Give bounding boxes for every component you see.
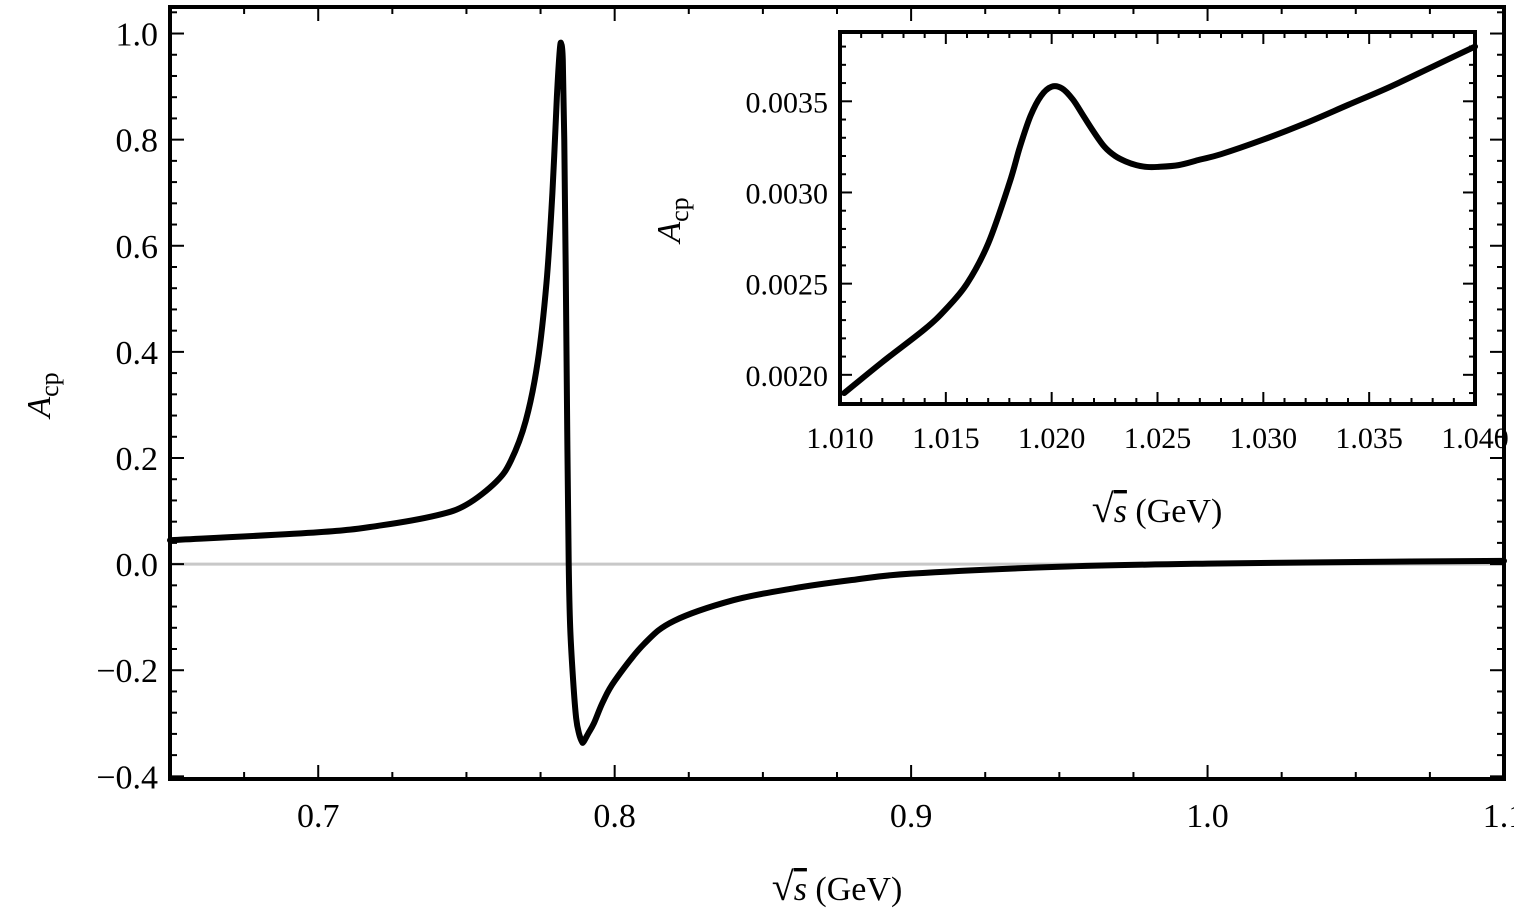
x-tick-label: 1.010: [806, 422, 874, 455]
inset-y-axis-main: A: [651, 222, 688, 245]
y-tick-label: −0.2: [96, 653, 158, 690]
inset-x-axis-radical: √: [1092, 486, 1114, 531]
x-axis-radical: √: [772, 864, 794, 909]
inset-x-axis-title: √s (GeV): [1092, 486, 1223, 531]
main-plot: 0.7 0.8 0.9 1.0 1.1 −0.4 −0.2 0.0 0.2 0.4 0.6 0.8 1.…: [21, 5, 1514, 909]
inset-series-line: [841, 43, 1478, 397]
x-tick-label: 1.015: [912, 422, 980, 455]
inset-y-axis-sub: cp: [665, 197, 694, 222]
x-tick-label: 1.0: [1186, 798, 1229, 835]
x-tick-label: 1.1: [1483, 798, 1514, 835]
x-tick-label: 1.020: [1018, 422, 1086, 455]
inset-axis-tick-labels: 1.010 1.015 1.020 1.025 1.030 1.035 1.040 0.002…: [746, 86, 1509, 455]
x-axis-var: s: [794, 871, 807, 908]
y-tick-label: 0.2: [116, 441, 159, 478]
x-tick-label: 1.035: [1335, 422, 1403, 455]
inset-plot: 1.010 1.015 1.020 1.025 1.030 1.035 1.040 0.002…: [651, 30, 1509, 531]
y-tick-label: 0.0030: [746, 177, 829, 210]
x-tick-label: 1.040: [1441, 422, 1509, 455]
inset-x-axis-unit: (GeV): [1127, 493, 1222, 530]
x-tick-label: 0.7: [297, 798, 340, 835]
y-tick-label: 0.0: [116, 547, 159, 584]
x-tick-label: 1.025: [1124, 422, 1192, 455]
inset-plot-frame: [838, 30, 1477, 406]
y-tick-label: −0.4: [96, 759, 158, 796]
main-x-axis-title: √s (GeV): [772, 864, 903, 909]
y-axis-sub: cp: [35, 372, 64, 397]
inset-x-axis-var: s: [1114, 493, 1127, 530]
x-tick-label: 0.9: [890, 798, 933, 835]
y-tick-label: 0.8: [116, 123, 159, 160]
y-tick-label: 1.0: [116, 17, 159, 54]
inset-background: [840, 32, 1475, 404]
y-axis-main: A: [21, 397, 58, 420]
x-tick-label: 0.8: [593, 798, 636, 835]
main-axis-tick-labels: 0.7 0.8 0.9 1.0 1.1 −0.4 −0.2 0.0 0.2 0.4 0.6 0.8 1.…: [96, 17, 1514, 835]
y-tick-label: 0.0025: [746, 269, 829, 302]
main-series-line: [167, 39, 1507, 746]
x-tick-label: 1.030: [1230, 422, 1298, 455]
main-y-axis-title: Acp: [21, 372, 64, 419]
y-tick-label: 0.0035: [746, 86, 829, 119]
y-tick-label: 0.6: [116, 229, 159, 266]
y-tick-label: 0.4: [116, 335, 159, 372]
y-tick-label: 0.0020: [746, 360, 829, 393]
inset-y-axis-title: Acp: [651, 197, 694, 244]
main-plot-frame: [168, 5, 1506, 781]
x-axis-unit: (GeV): [807, 871, 902, 908]
